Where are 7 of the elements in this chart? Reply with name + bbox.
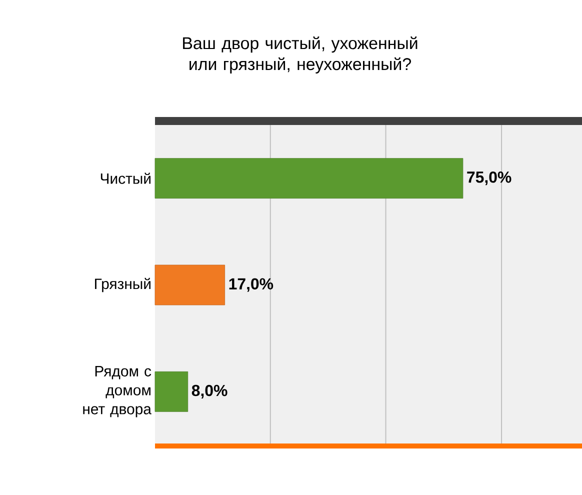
y-tick-label: Грязный xyxy=(95,278,150,292)
y-tick-label: Чистый xyxy=(100,172,150,184)
data-label: 8,0% xyxy=(192,384,228,398)
y-tick-label: Рядом с домом нет двора xyxy=(83,366,152,418)
chart-title: Ваш двор чистый, ухоженный или грязный, неухоженный? xyxy=(183,36,418,74)
data-label: 17,0% xyxy=(229,278,274,292)
data-label: 75,0% xyxy=(467,172,512,186)
